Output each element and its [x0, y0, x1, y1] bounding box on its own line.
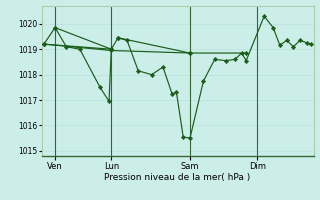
- X-axis label: Pression niveau de la mer( hPa ): Pression niveau de la mer( hPa ): [104, 173, 251, 182]
